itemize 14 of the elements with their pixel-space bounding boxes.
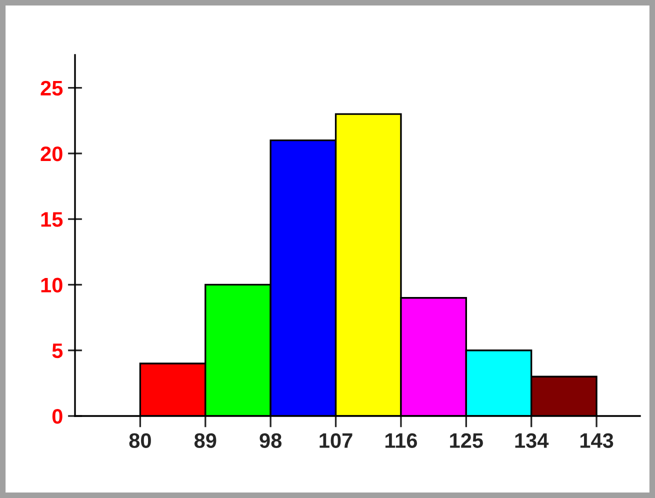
y-tick-label: 10 <box>41 278 62 292</box>
x-tick-label: 116 <box>385 433 418 448</box>
x-tick-label: 98 <box>260 433 282 448</box>
y-tick-label: 5 <box>52 344 63 358</box>
x-tick-label: 134 <box>515 433 549 448</box>
x-tick-label: 80 <box>129 433 151 448</box>
y-tick-label: 15 <box>41 212 63 227</box>
y-tick-label: 0 <box>52 409 62 424</box>
y-tick-label: 20 <box>40 146 62 162</box>
x-tick-label: 143 <box>580 433 614 448</box>
x-tick-label: 125 <box>450 433 483 448</box>
x-tick-label: 107 <box>320 433 352 448</box>
y-tick-label: 25 <box>40 80 63 96</box>
x-tick-label: 89 <box>194 433 216 448</box>
